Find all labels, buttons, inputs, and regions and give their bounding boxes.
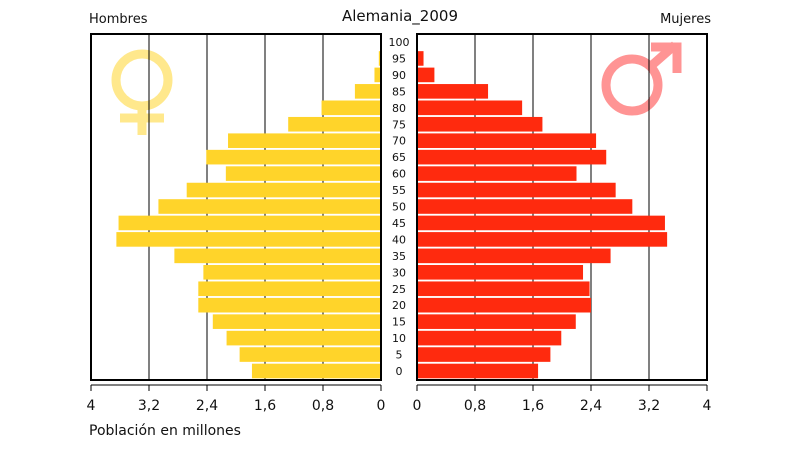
bar-mujeres-60 <box>417 166 577 181</box>
x-tick-label-right-0: 0 <box>413 398 422 414</box>
bar-hombres-50 <box>158 199 381 214</box>
bar-hombres-60 <box>225 166 381 181</box>
age-label-70: 70 <box>392 135 406 148</box>
bar-hombres-90 <box>374 67 381 83</box>
bar-hombres-70 <box>228 133 381 148</box>
bar-hombres-15 <box>212 314 381 329</box>
age-label-55: 55 <box>392 184 406 197</box>
bar-mujeres-25 <box>417 281 590 297</box>
x-tick-label-right-1: 0,8 <box>464 398 486 414</box>
age-label-0: 0 <box>396 365 403 378</box>
bar-hombres-40 <box>116 232 381 247</box>
age-label-90: 90 <box>392 69 406 82</box>
bar-mujeres-85 <box>417 84 489 99</box>
x-tick-label-right-2: 1,6 <box>522 398 544 414</box>
x-tick-label-left-5: 0 <box>377 398 386 414</box>
bar-hombres-85 <box>354 84 381 99</box>
bar-mujeres-65 <box>417 149 607 165</box>
bar-hombres-30 <box>203 265 381 280</box>
male-symbol-icon <box>601 41 682 116</box>
age-label-65: 65 <box>392 151 406 164</box>
x-tick-label-left-0: 4 <box>87 398 96 414</box>
age-label-10: 10 <box>392 332 406 345</box>
x-tick-label-left-1: 3,2 <box>138 398 160 414</box>
bar-mujeres-55 <box>417 182 616 198</box>
bar-mujeres-0 <box>417 363 539 379</box>
chart-title: Alemania_2009 <box>341 7 458 25</box>
bar-mujeres-80 <box>417 100 523 116</box>
age-label-45: 45 <box>392 217 406 230</box>
bar-hombres-35 <box>174 248 381 264</box>
bar-mujeres-40 <box>417 232 668 247</box>
bar-hombres-45 <box>118 215 382 231</box>
age-label-20: 20 <box>392 299 406 312</box>
bar-mujeres-50 <box>417 199 633 214</box>
female-symbol-icon <box>111 49 173 135</box>
age-label-85: 85 <box>392 85 406 98</box>
bar-mujeres-5 <box>417 347 551 362</box>
age-label-25: 25 <box>392 283 406 296</box>
age-label-75: 75 <box>392 118 406 131</box>
bar-hombres-5 <box>239 347 381 362</box>
age-label-80: 80 <box>392 102 406 115</box>
bar-mujeres-35 <box>417 248 611 264</box>
bar-mujeres-30 <box>417 265 584 280</box>
bar-hombres-55 <box>186 182 381 198</box>
bar-hombres-65 <box>206 149 381 165</box>
x-tick-label-left-4: 0,8 <box>312 398 334 414</box>
age-label-60: 60 <box>392 168 406 181</box>
bar-hombres-95 <box>378 51 381 66</box>
bar-mujeres-20 <box>417 297 591 313</box>
bar-hombres-20 <box>198 297 381 313</box>
age-label-30: 30 <box>392 266 406 279</box>
age-label-50: 50 <box>392 201 406 214</box>
age-label-5: 5 <box>396 349 403 362</box>
age-label-35: 35 <box>392 250 406 263</box>
x-tick-label-right-5: 4 <box>703 398 712 414</box>
bar-mujeres-45 <box>417 215 665 231</box>
bar-mujeres-90 <box>417 67 435 83</box>
bar-hombres-10 <box>226 330 381 346</box>
bar-mujeres-75 <box>417 116 543 132</box>
x-axis-label: Población en millones <box>89 423 241 439</box>
bar-hombres-80 <box>321 100 381 116</box>
bar-mujeres-95 <box>417 51 424 66</box>
right-panel-label: Mujeres <box>660 12 711 27</box>
x-tick-label-right-3: 2,4 <box>580 398 602 414</box>
bar-mujeres-70 <box>417 133 597 148</box>
x-tick-label-left-3: 1,6 <box>254 398 276 414</box>
bar-mujeres-10 <box>417 330 562 346</box>
bar-hombres-25 <box>198 281 381 297</box>
age-label-95: 95 <box>392 52 406 65</box>
age-label-100: 100 <box>389 36 410 49</box>
left-panel-frame <box>90 33 382 381</box>
age-label-15: 15 <box>392 316 406 329</box>
left-panel-label: Hombres <box>89 12 148 27</box>
x-tick-label-right-4: 3,2 <box>638 398 660 414</box>
bar-hombres-0 <box>251 363 381 379</box>
x-tick-label-left-2: 2,4 <box>196 398 218 414</box>
bar-mujeres-15 <box>417 314 576 329</box>
right-panel-frame <box>416 33 708 381</box>
bar-hombres-75 <box>288 116 381 132</box>
age-label-40: 40 <box>392 233 406 246</box>
